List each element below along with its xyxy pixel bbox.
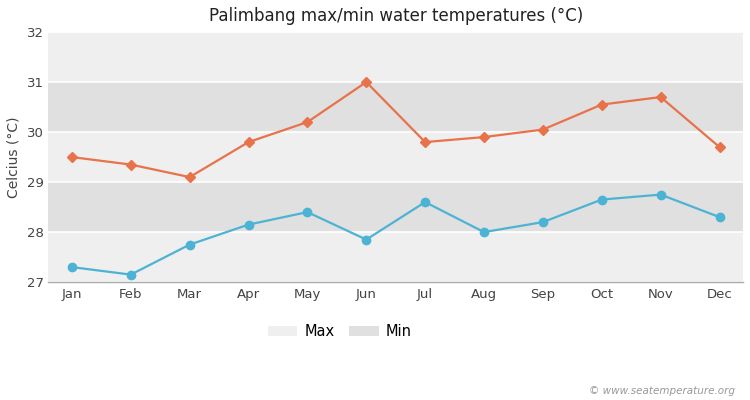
Max bbox=[126, 162, 135, 167]
Bar bbox=[48, 182, 743, 232]
Min bbox=[303, 210, 312, 214]
Min bbox=[185, 242, 194, 247]
Max bbox=[715, 145, 724, 150]
Min bbox=[421, 200, 430, 204]
Min bbox=[656, 192, 665, 197]
Line: Max: Max bbox=[68, 78, 723, 180]
Max bbox=[185, 175, 194, 180]
Min bbox=[479, 230, 488, 234]
Max bbox=[538, 127, 548, 132]
Bar bbox=[48, 32, 743, 82]
Bar bbox=[48, 132, 743, 182]
Bar bbox=[48, 82, 743, 132]
Y-axis label: Celcius (°C): Celcius (°C) bbox=[7, 116, 21, 198]
Text: © www.seatemperature.org: © www.seatemperature.org bbox=[589, 386, 735, 396]
Max bbox=[244, 140, 253, 144]
Min bbox=[715, 215, 724, 220]
Max bbox=[421, 140, 430, 144]
Max bbox=[68, 155, 76, 160]
Min bbox=[362, 237, 370, 242]
Min bbox=[244, 222, 253, 227]
Legend: Max, Min: Max, Min bbox=[262, 318, 418, 345]
Max bbox=[656, 95, 665, 100]
Min bbox=[538, 220, 548, 224]
Max bbox=[303, 120, 312, 124]
Max bbox=[362, 80, 370, 84]
Max bbox=[597, 102, 606, 107]
Min bbox=[126, 272, 135, 277]
Max bbox=[479, 135, 488, 140]
Title: Palimbang max/min water temperatures (°C): Palimbang max/min water temperatures (°C… bbox=[209, 7, 583, 25]
Bar bbox=[48, 232, 743, 282]
Min bbox=[68, 265, 76, 270]
Line: Min: Min bbox=[68, 190, 724, 279]
Min bbox=[597, 197, 606, 202]
